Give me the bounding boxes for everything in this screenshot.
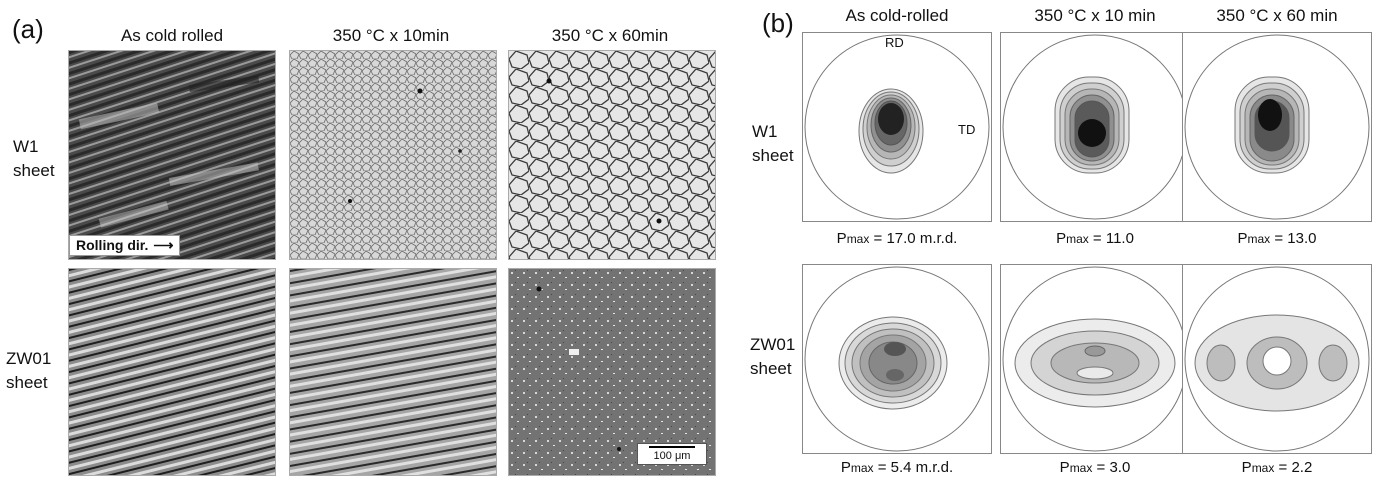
pole-col-title-1: As cold-rolled [845, 6, 949, 25]
p-letter: P [1237, 230, 1248, 247]
row-title-line2: sheet [6, 373, 48, 392]
p-letter: P [1241, 459, 1252, 476]
p-letter: P [1059, 459, 1070, 476]
row-title-line2: sheet [752, 146, 794, 165]
pole-col-title-2: 350 °C x 10 min [1034, 6, 1156, 25]
panel-b-label: (b) [762, 8, 794, 38]
p-subscript: max [1251, 461, 1275, 475]
row-title-line2: sheet [750, 359, 792, 378]
rolling-direction-label: Rolling dir. ⟶ [69, 235, 181, 256]
scale-bar-box: 100 μm [637, 443, 707, 465]
scale-bar-label: 100 μm [653, 450, 691, 462]
rd-label: RD [885, 35, 904, 50]
arrow-right-icon: ⟶ [152, 237, 174, 253]
pmax-zw01-cold-rolled: Pmax = 5.4 m.r.d. [802, 459, 992, 476]
micrograph-zw01-350c-60min: 100 μm [508, 268, 716, 476]
pole-figure-zw01-350c-10min [1000, 264, 1190, 454]
td-label: TD [958, 122, 976, 137]
row-title-line2: sheet [13, 161, 55, 180]
micro-col-title-3: 350 °C x 60min [551, 26, 669, 45]
pmax-value: = 17.0 m.r.d. [873, 230, 958, 247]
micrograph-w1-350c-60min [508, 50, 716, 260]
pmax-value: = 5.4 m.r.d. [877, 459, 954, 476]
p-letter: P [836, 230, 847, 247]
p-letter: P [840, 459, 851, 476]
row-title-line1: ZW01 [750, 335, 796, 354]
panel-a-label: (a) [12, 14, 44, 44]
pmax-w1-350c-10min: Pmax = 11.0 [1000, 230, 1190, 247]
row-title-line1: W1 [13, 137, 39, 156]
p-subscript: max [846, 232, 870, 246]
pmax-value: = 11.0 [1092, 230, 1134, 247]
p-subscript: max [1069, 461, 1093, 475]
pmax-w1-350c-60min: Pmax = 13.0 [1182, 230, 1372, 247]
scale-bar [649, 446, 695, 448]
rolling-direction-text: Rolling dir. [76, 237, 149, 253]
micrograph-zw01-cold-rolled [68, 268, 276, 476]
micrograph-zw01-350c-10min [289, 268, 497, 476]
pole-col-title-3: 350 °C x 60 min [1216, 6, 1338, 25]
micro-col-title-1: As cold rolled [120, 26, 224, 45]
pole-figure-w1-350c-10min [1000, 32, 1190, 222]
pmax-value: = 13.0 [1274, 230, 1317, 247]
micro-row-title-w1: W1 sheet [13, 135, 55, 183]
pmax-value: = 3.0 [1096, 459, 1131, 476]
micrograph-w1-cold-rolled: Rolling dir. ⟶ [68, 50, 276, 260]
micro-col-title-2: 350 °C x 10min [332, 26, 450, 45]
pmax-zw01-350c-60min: Pmax = 2.2 [1182, 459, 1372, 476]
pole-figure-w1-cold-rolled: RD TD [802, 32, 992, 222]
row-title-line1: W1 [752, 122, 778, 141]
micrograph-w1-350c-10min [289, 50, 497, 260]
pmax-w1-cold-rolled: Pmax = 17.0 m.r.d. [802, 230, 992, 247]
p-subscript: max [1066, 232, 1089, 246]
micro-row-title-zw01: ZW01 sheet [6, 347, 51, 395]
pole-row-title-zw01: ZW01 sheet [750, 333, 795, 381]
p-letter: P [1056, 230, 1067, 247]
pmax-zw01-350c-10min: Pmax = 3.0 [1000, 459, 1190, 476]
pole-figure-w1-350c-60min [1182, 32, 1372, 222]
pole-figure-zw01-cold-rolled [802, 264, 992, 454]
pole-row-title-w1: W1 sheet [752, 120, 794, 168]
pmax-value: = 2.2 [1278, 459, 1313, 476]
p-subscript: max [1247, 232, 1271, 246]
row-title-line1: ZW01 [6, 349, 52, 368]
p-subscript: max [850, 461, 874, 475]
pole-figure-zw01-350c-60min [1182, 264, 1372, 454]
